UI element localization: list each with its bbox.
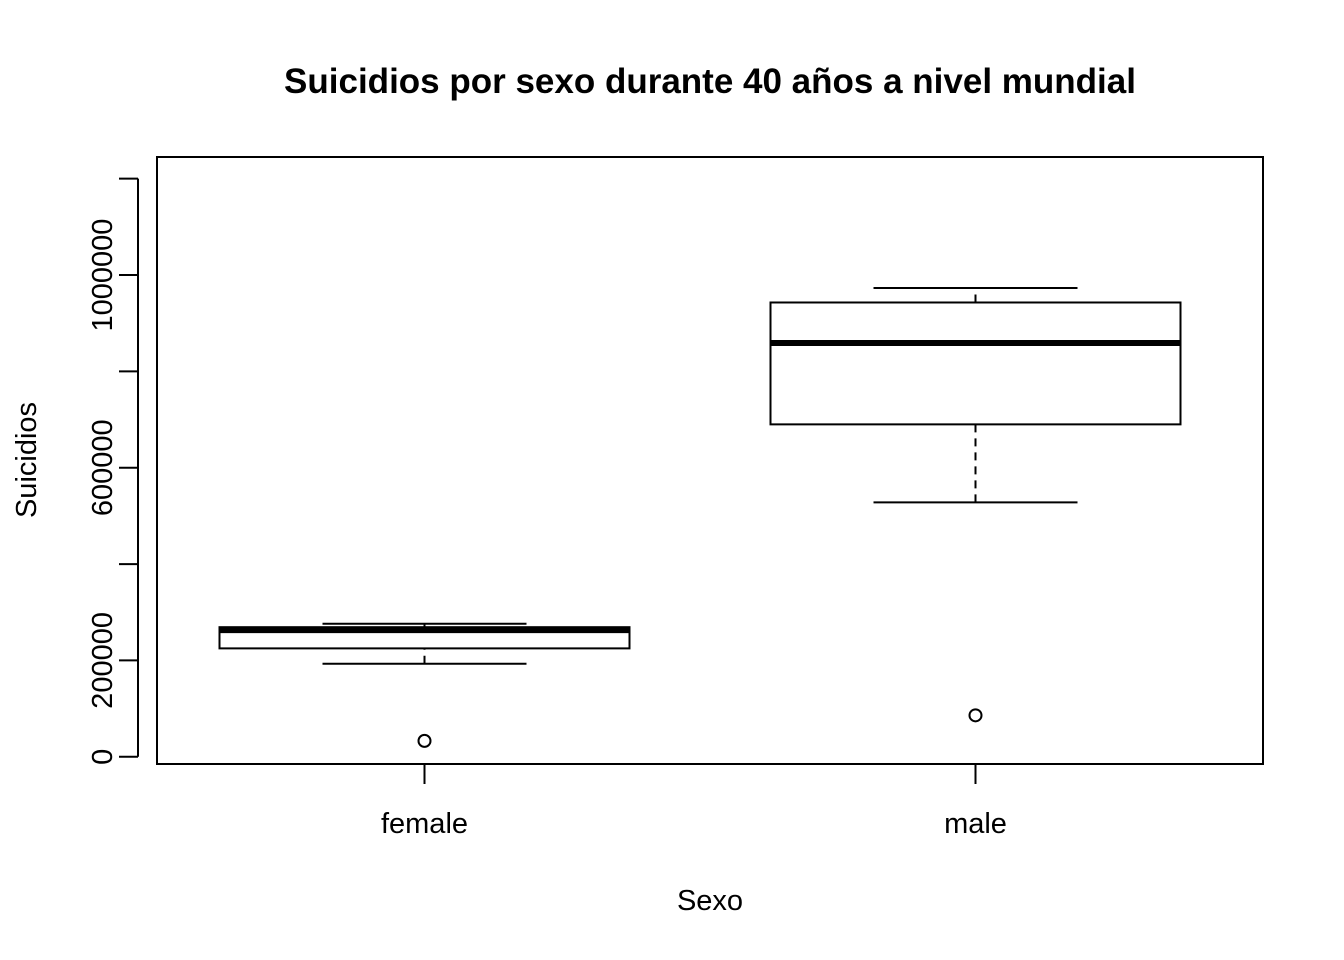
y-axis-label: Suicidios (11, 402, 43, 518)
y-axis: 0 200000 600000 1000000 (87, 177, 139, 765)
x-axis-label: Sexo (677, 885, 743, 917)
outlier-point (417, 733, 432, 748)
x-tick-label: female (381, 808, 468, 840)
plot-frame (156, 156, 1264, 765)
boxes (218, 287, 1182, 748)
box-iqr (769, 301, 1182, 426)
x-axis: female male (381, 764, 1007, 840)
x-tick-label: male (944, 808, 1007, 840)
box-female (218, 622, 631, 748)
chart-title: Suicidios por sexo durante 40 años a niv… (284, 62, 1136, 101)
outlier-point (968, 708, 983, 723)
y-tick-label: 1000000 (87, 219, 119, 332)
box-male (769, 287, 1182, 723)
y-tick-label: 600000 (87, 419, 119, 516)
y-tick-label: 200000 (87, 612, 119, 709)
y-tick-label: 0 (87, 749, 119, 765)
